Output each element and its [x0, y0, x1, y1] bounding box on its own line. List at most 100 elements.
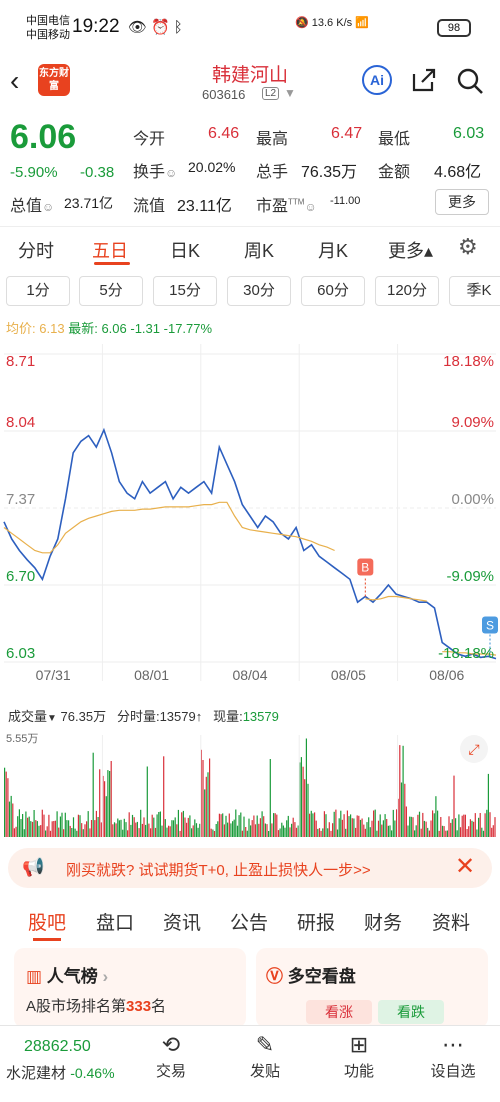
brand-logo[interactable]: 东方财富 — [38, 64, 70, 96]
average-line — [3, 501, 497, 656]
content-tab[interactable]: 公告 — [230, 913, 269, 934]
volume-bar — [138, 828, 140, 837]
volume-total: 76.35万 — [60, 709, 107, 724]
period-tab[interactable]: 日K — [170, 241, 201, 261]
volume-bar — [8, 801, 11, 837]
stock-name: 韩建河山 — [211, 65, 288, 86]
nav-trade[interactable]: ⟲ 交易 — [136, 1030, 206, 1081]
volume-bar — [437, 810, 439, 837]
promo-text[interactable]: 刚买就跌? 试试期货T+0, 止盈止损快人一步>> — [66, 862, 371, 879]
nav-post[interactable]: ✎ 发贴 — [230, 1030, 300, 1081]
volume-bar — [332, 823, 334, 837]
period-tab[interactable]: 月K — [318, 241, 349, 261]
content-tab[interactable]: 财务 — [364, 913, 403, 934]
volume-label[interactable]: 成交量 — [8, 709, 48, 724]
volume-bar — [192, 825, 194, 837]
high-label: 最高 — [256, 131, 289, 148]
content-tab[interactable]: 盘口 — [96, 913, 135, 934]
volume-bar — [259, 818, 261, 837]
volume-bar — [7, 778, 9, 837]
popularity-card[interactable] — [14, 948, 246, 1028]
index-name[interactable]: 水泥建材 -0.46% — [6, 1065, 115, 1082]
close-icon[interactable]: ✕ — [455, 853, 476, 880]
period-tab[interactable]: 分时 — [18, 241, 54, 261]
volume-bar — [310, 810, 312, 837]
volume-bar — [222, 813, 224, 837]
volume-bar — [309, 813, 311, 837]
volume-bar — [63, 829, 65, 837]
back-icon[interactable]: ‹ — [10, 65, 20, 96]
content-tab[interactable]: 资讯 — [163, 913, 202, 934]
volume-bar — [205, 776, 207, 837]
period-tab[interactable]: 更多▴ — [388, 241, 434, 261]
expand-icon[interactable]: ⤢ — [460, 735, 488, 763]
volume-bar — [405, 806, 407, 837]
volume-bar — [100, 822, 102, 837]
volume-bar — [340, 810, 342, 837]
more-button[interactable]: 更多 — [435, 189, 489, 215]
period-tab[interactable]: 五日 — [92, 241, 128, 261]
y-tick-left: 8.71 — [6, 353, 35, 370]
volume-bar — [435, 796, 437, 837]
minute-tabs: 1分 5分 15分 30分 60分 120分 季K — [0, 276, 500, 310]
bottom-nav — [0, 1025, 500, 1102]
gear-icon[interactable]: ⚙ — [458, 234, 478, 259]
volume-bar — [418, 811, 421, 837]
volume-bar — [463, 814, 465, 837]
alarm-icon: ⏰ — [151, 19, 174, 36]
volume-bar — [236, 825, 239, 837]
content-tab[interactable]: 研报 — [297, 913, 336, 934]
search-icon[interactable] — [455, 66, 485, 96]
period-tabs: 分时 五日 日K 周K 月K 更多▴ — [0, 226, 500, 270]
volume-bar — [174, 817, 176, 837]
volume-bar — [225, 815, 227, 837]
volume-bar — [28, 816, 30, 837]
ai-button[interactable]: Ai — [362, 65, 392, 95]
volume-bar — [179, 830, 181, 837]
minute-tab[interactable]: 120分 — [375, 276, 439, 306]
minute-tab[interactable]: 30分 — [227, 276, 291, 306]
bull-bear-card[interactable] — [256, 948, 488, 1028]
volume-bar — [353, 818, 355, 837]
minute-tab[interactable]: 季K — [449, 276, 500, 306]
volume-bar — [450, 822, 452, 837]
volume-bar — [328, 822, 330, 837]
popularity-rank: A股市场排名第333名 — [26, 998, 167, 1015]
high-value: 6.47 — [331, 125, 363, 142]
volume-bar — [120, 819, 122, 837]
mktcap-value: 23.71亿 — [64, 195, 114, 211]
volume-bar — [294, 822, 296, 837]
volume-chart[interactable] — [0, 725, 500, 840]
volume-bar — [238, 815, 240, 837]
promo-banner[interactable] — [8, 848, 492, 888]
x-tick: 08/04 — [232, 667, 267, 681]
nav-functions[interactable]: ⊞ 功能 — [324, 1030, 394, 1081]
index-value[interactable]: 28862.50 — [24, 1038, 91, 1055]
volume-bar — [41, 809, 43, 837]
open-value: 6.46 — [208, 125, 240, 142]
minute-tab[interactable]: 1分 — [6, 276, 70, 306]
minute-tab[interactable]: 60分 — [301, 276, 365, 306]
volume-bar — [336, 829, 339, 837]
minute-tab[interactable]: 15分 — [153, 276, 217, 306]
volume-bar — [253, 815, 255, 837]
mktcap-label: 总值☺ — [10, 198, 55, 215]
share-icon[interactable] — [410, 66, 438, 94]
period-tab[interactable]: 周K — [244, 241, 275, 261]
volume-bar — [317, 828, 319, 837]
bullish-button[interactable]: 看涨 — [306, 1000, 372, 1024]
volume-bar — [476, 829, 478, 837]
content-tab[interactable]: 资料 — [432, 913, 471, 934]
stock-dropdown-icon[interactable]: ▼ — [284, 86, 296, 100]
volume-bar — [464, 814, 466, 837]
bearish-button[interactable]: 看跌 — [378, 1000, 444, 1024]
nav-add-watchlist[interactable]: ⋯ 设自选 — [418, 1030, 488, 1081]
price-chart[interactable]: 8.71 8.04 7.37 6.70 6.03 18.18% 9.09% 0.00% -9.0… — [0, 336, 500, 681]
volume-value: 76.35万 — [301, 164, 358, 181]
volume-bar — [330, 830, 332, 837]
volume-bar — [281, 822, 283, 837]
content-tab[interactable]: 股吧 — [28, 913, 67, 934]
volume-bar — [5, 771, 7, 837]
minute-tab[interactable]: 5分 — [79, 276, 143, 306]
volume-bar — [40, 825, 42, 837]
